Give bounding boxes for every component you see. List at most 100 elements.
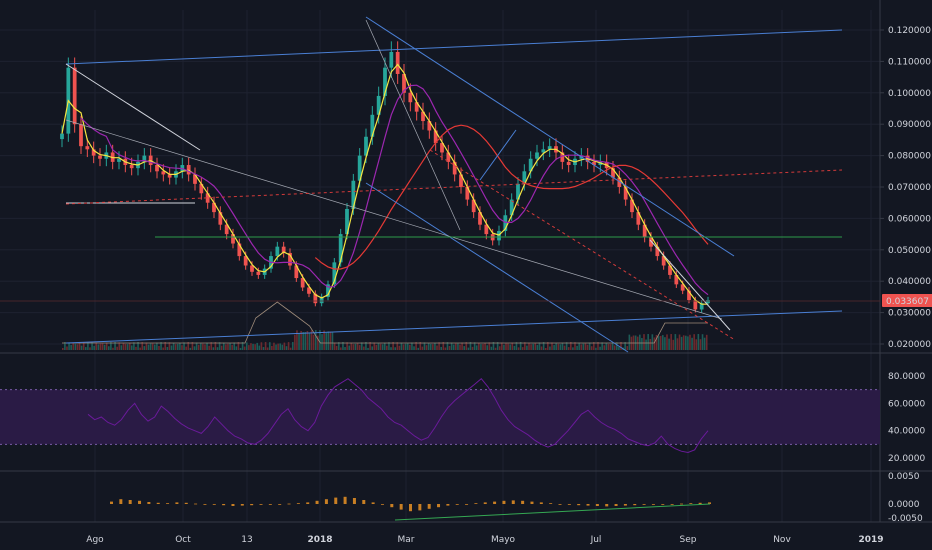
candle-body[interactable] [547,146,552,150]
candle-body[interactable] [687,290,691,301]
candle-body[interactable] [509,199,514,216]
candle-body[interactable] [446,152,451,162]
trendline-descending-lower[interactable] [365,182,629,353]
candle-body[interactable] [256,271,261,275]
candle-body[interactable] [237,243,242,257]
trendline-descending-upper[interactable] [365,16,735,257]
candle-body[interactable] [193,174,197,184]
candle-body[interactable] [370,114,375,137]
candle-body[interactable] [389,51,394,68]
candle-body[interactable] [142,155,147,162]
candle-body[interactable] [642,224,647,238]
candle-body[interactable] [655,246,660,257]
candle-body[interactable] [117,158,121,162]
candle-body[interactable] [535,152,539,159]
candle-body[interactable] [408,92,413,103]
candle-body[interactable] [364,136,368,156]
candle-body[interactable] [433,130,438,144]
candle-body[interactable] [617,177,622,187]
candle-body[interactable] [516,183,520,200]
candle-body[interactable] [661,256,666,266]
candle-body[interactable] [288,252,292,266]
trendline-lower-channel[interactable] [65,310,843,344]
candle-body[interactable] [560,152,565,162]
candle-body[interactable] [541,149,546,153]
candle-body[interactable] [465,187,470,200]
candle-body[interactable] [636,212,641,225]
candle-body[interactable] [471,199,476,213]
candle-body[interactable] [307,287,311,294]
candle-body[interactable] [528,158,533,172]
candle-body[interactable] [693,300,698,310]
candle-body[interactable] [402,73,406,93]
candle-body[interactable] [440,143,444,153]
candle-body[interactable] [313,293,318,304]
candle-body[interactable] [699,303,704,310]
candle-body[interactable] [155,165,159,172]
candle-body[interactable] [592,161,596,166]
candle-body[interactable] [522,171,527,184]
candle-body[interactable] [231,234,235,244]
candle-body[interactable] [91,149,96,156]
candle-body[interactable] [300,278,305,288]
candle-body[interactable] [98,155,102,159]
candle-body[interactable] [161,171,166,175]
candle-body[interactable] [611,168,615,178]
candle-body[interactable] [357,155,362,181]
candle-body[interactable] [383,67,387,96]
candle-body[interactable] [167,174,172,178]
candle-body[interactable] [212,202,216,213]
candle-body[interactable] [680,284,685,291]
macd-divergence-line[interactable] [394,503,711,521]
candle-body[interactable] [459,174,463,187]
candle-body[interactable] [294,265,299,279]
trendline-white-3[interactable] [365,19,461,231]
trendline-white-4[interactable] [649,239,731,331]
candle-body[interactable] [376,95,381,115]
candle-body[interactable] [649,237,653,247]
trendline-white-2[interactable] [65,119,723,320]
candle-body[interactable] [332,262,337,285]
candle-body[interactable] [674,274,679,285]
candle-body[interactable] [326,284,330,297]
candle-body[interactable] [281,246,286,253]
candle-body[interactable] [668,265,672,275]
candle-body[interactable] [60,133,64,140]
candle-body[interactable] [345,208,349,235]
candle-body[interactable] [85,146,90,150]
candle-body[interactable] [205,193,210,203]
trendline-upper-channel[interactable] [65,29,843,65]
candle-body[interactable] [224,224,229,235]
candle-body[interactable] [218,212,223,225]
candle-body[interactable] [72,67,77,125]
trendline-white-1[interactable] [65,63,201,151]
candle-body[interactable] [414,102,419,112]
candle-body[interactable] [630,199,634,213]
candle-body[interactable] [421,111,425,122]
candle-body[interactable] [338,234,343,263]
candle-body[interactable] [79,124,83,147]
candle-body[interactable] [706,300,710,304]
candle-body[interactable] [566,161,571,166]
volume-bar [586,344,589,350]
candle-body[interactable] [427,121,432,131]
candle-body[interactable] [351,180,356,209]
macd-histogram-bar [651,504,655,505]
candle-body[interactable] [395,51,400,74]
candle-body[interactable] [250,265,254,272]
candle-body[interactable] [275,246,280,257]
candle-body[interactable] [623,187,628,200]
candle-body[interactable] [243,256,248,266]
candle-body[interactable] [319,296,324,304]
candle-body[interactable] [503,215,508,231]
candle-body[interactable] [199,183,204,194]
volume-bar [668,338,670,350]
candle-body[interactable] [478,212,482,225]
candle-body[interactable] [484,224,489,235]
trendline-short[interactable] [479,129,517,181]
volume-bar [434,342,436,350]
candle-body[interactable] [129,165,134,169]
candle-body[interactable] [452,161,457,175]
